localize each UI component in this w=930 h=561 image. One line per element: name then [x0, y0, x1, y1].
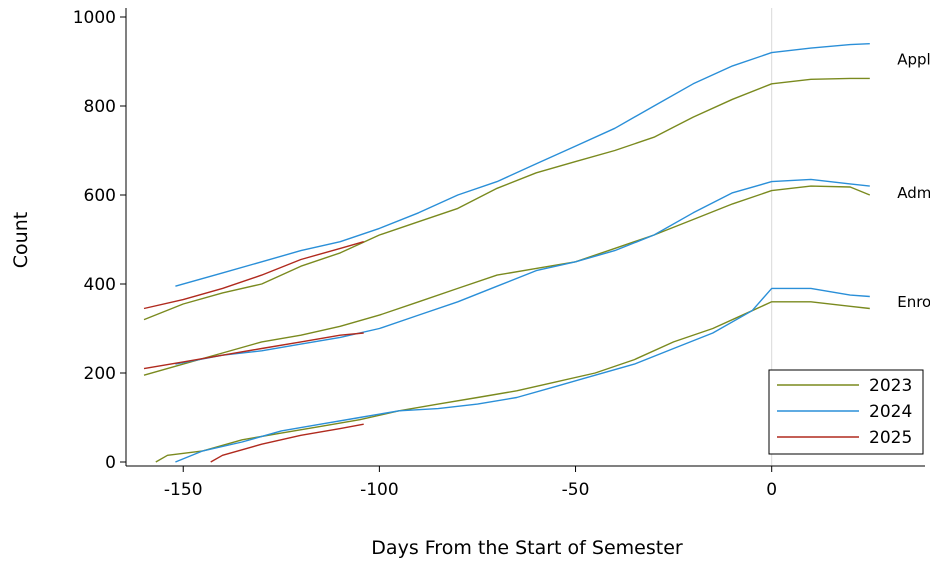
annotation-label: Admissions — [897, 184, 930, 202]
y-tick-label: 200 — [84, 364, 116, 384]
legend-label-2024: 2024 — [869, 402, 912, 422]
annotation-label: Enrollment — [897, 293, 930, 311]
annotation-label: Applicants — [897, 50, 930, 68]
legend-label-2023: 2023 — [869, 376, 912, 396]
x-axis-title: Days From the Start of Semester — [371, 537, 683, 559]
series-line-2023-enrollment — [155, 301, 870, 463]
series-line-2023-applicants — [143, 77, 870, 321]
y-tick-label: 800 — [84, 97, 116, 117]
series-line-2025-admissions — [143, 332, 364, 370]
legend: 2023 2024 2025 — [768, 369, 924, 455]
y-tick-label: 600 — [84, 186, 116, 206]
y-tick-label: 1000 — [73, 8, 116, 28]
x-tick-label: -50 — [562, 480, 590, 500]
series-layer — [143, 43, 871, 463]
x-tick-label: -150 — [164, 480, 203, 500]
legend-label-2025: 2025 — [869, 428, 912, 448]
series-line-2024-applicants — [175, 43, 870, 287]
x-tick-label: 0 — [766, 480, 777, 500]
x-tick-label: -100 — [360, 480, 399, 500]
series-line-2023-admissions — [143, 185, 871, 376]
series-line-2024-enrollment — [175, 287, 870, 463]
axes: 0 200 400 600 800 1000 -150 -100 -50 0 — [73, 8, 925, 500]
y-tick-label: 0 — [105, 453, 116, 473]
annotations: Applicants Admissions Enrollment — [897, 50, 930, 311]
series-line-2025-enrollment — [210, 423, 364, 463]
series-line-2024-admissions — [175, 178, 870, 365]
y-axis-title: Count — [10, 212, 32, 268]
series-line-2025-applicants — [143, 241, 364, 310]
legend-box — [768, 369, 924, 455]
y-tick-label: 400 — [84, 275, 116, 295]
